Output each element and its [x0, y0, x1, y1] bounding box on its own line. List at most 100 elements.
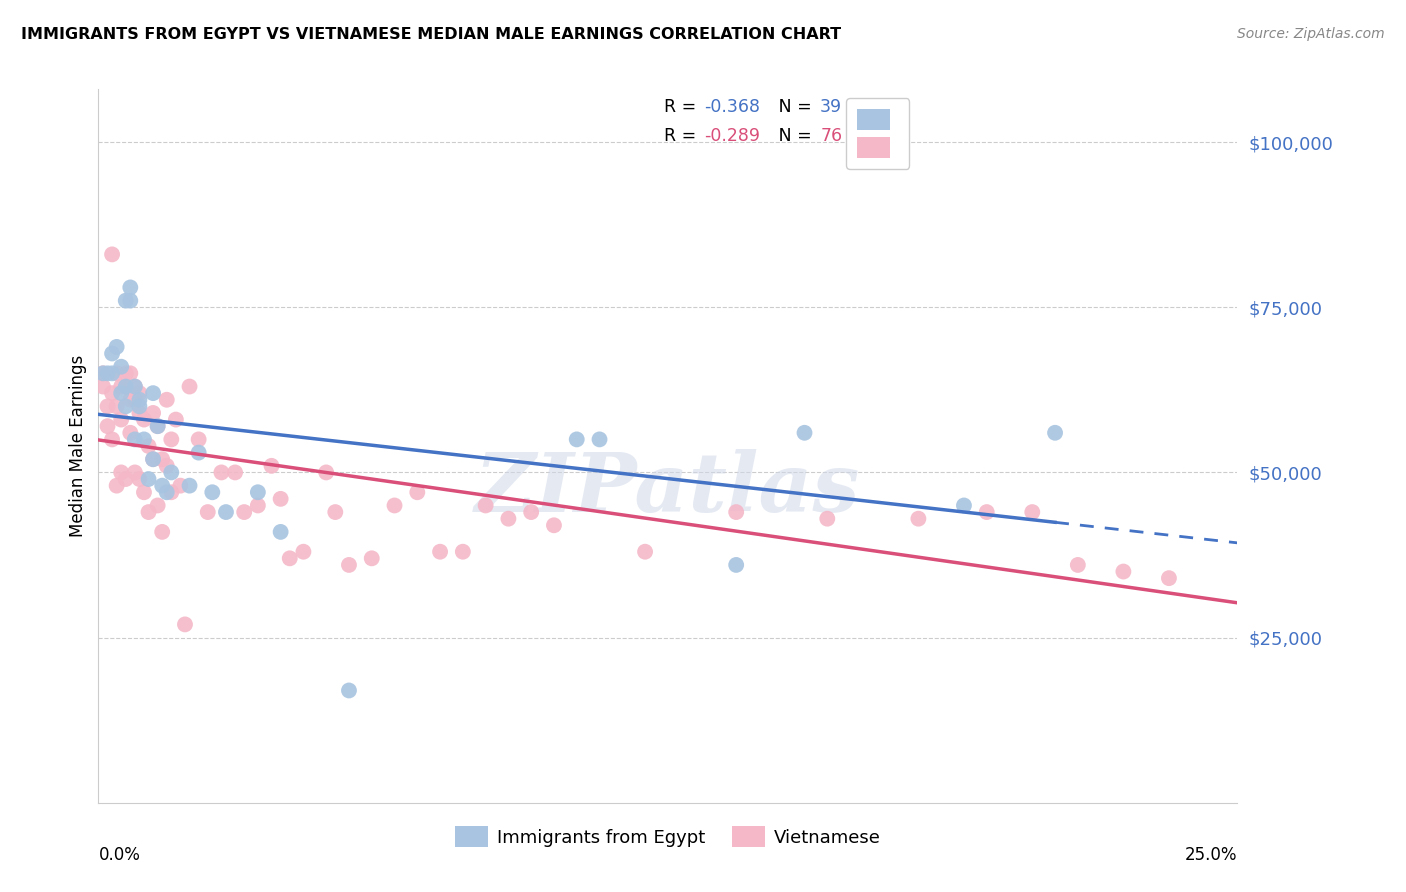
- Point: [156, 392, 179, 407]
- Point: [120, 293, 142, 308]
- Point: [1112, 565, 1135, 579]
- Point: [114, 379, 136, 393]
- Point: [976, 505, 998, 519]
- Point: [150, 524, 173, 539]
- Point: [160, 466, 183, 480]
- Point: [124, 433, 146, 447]
- Point: [634, 545, 657, 559]
- Point: [105, 400, 128, 414]
- Point: [150, 478, 173, 492]
- Point: [270, 524, 292, 539]
- Text: R =: R =: [665, 127, 702, 145]
- Point: [793, 425, 815, 440]
- Point: [907, 511, 929, 525]
- Point: [120, 425, 142, 440]
- Point: [953, 499, 976, 513]
- Text: Source: ZipAtlas.com: Source: ZipAtlas.com: [1237, 27, 1385, 41]
- Text: ZIPatlas: ZIPatlas: [475, 449, 860, 529]
- Point: [406, 485, 429, 500]
- Legend: Immigrants from Egypt, Vietnamese: Immigrants from Egypt, Vietnamese: [444, 815, 891, 858]
- Point: [138, 472, 160, 486]
- Point: [101, 247, 124, 261]
- Point: [260, 458, 283, 473]
- Point: [96, 367, 118, 381]
- Point: [337, 558, 360, 572]
- Point: [114, 400, 136, 414]
- Text: -0.368: -0.368: [704, 98, 759, 116]
- Point: [725, 505, 748, 519]
- Point: [1157, 571, 1180, 585]
- Text: IMMIGRANTS FROM EGYPT VS VIETNAMESE MEDIAN MALE EARNINGS CORRELATION CHART: IMMIGRANTS FROM EGYPT VS VIETNAMESE MEDI…: [21, 27, 841, 42]
- Point: [174, 617, 197, 632]
- Point: [142, 406, 165, 420]
- Point: [142, 452, 165, 467]
- Point: [323, 505, 346, 519]
- Point: [132, 433, 155, 447]
- Point: [120, 392, 142, 407]
- Point: [101, 386, 124, 401]
- Y-axis label: Median Male Earnings: Median Male Earnings: [69, 355, 87, 537]
- Point: [474, 499, 496, 513]
- Point: [128, 406, 150, 420]
- Point: [165, 412, 187, 426]
- Point: [150, 452, 173, 467]
- Point: [105, 340, 128, 354]
- Point: [160, 433, 183, 447]
- Point: [246, 485, 269, 500]
- Point: [179, 379, 201, 393]
- Point: [498, 511, 520, 525]
- Point: [146, 499, 169, 513]
- Point: [101, 433, 124, 447]
- Text: R =: R =: [665, 98, 702, 116]
- Point: [360, 551, 382, 566]
- Point: [114, 367, 136, 381]
- Point: [110, 379, 132, 393]
- Point: [201, 485, 224, 500]
- Point: [146, 419, 169, 434]
- Point: [105, 478, 128, 492]
- Point: [138, 505, 160, 519]
- Point: [725, 558, 748, 572]
- Point: [114, 472, 136, 486]
- Point: [156, 458, 179, 473]
- Point: [815, 511, 838, 525]
- Point: [169, 478, 191, 492]
- Point: [187, 433, 209, 447]
- Point: [110, 412, 132, 426]
- Point: [110, 359, 132, 374]
- Text: 0.0%: 0.0%: [98, 846, 141, 863]
- Point: [114, 379, 136, 393]
- Point: [91, 367, 114, 381]
- Point: [124, 466, 146, 480]
- Point: [124, 379, 146, 393]
- Point: [209, 466, 232, 480]
- Point: [132, 485, 155, 500]
- Point: [1067, 558, 1090, 572]
- Point: [315, 466, 337, 480]
- Point: [101, 346, 124, 360]
- Point: [278, 551, 301, 566]
- Point: [128, 386, 150, 401]
- Point: [128, 400, 150, 414]
- Point: [337, 683, 360, 698]
- Point: [120, 280, 142, 294]
- Point: [114, 293, 136, 308]
- Point: [233, 505, 256, 519]
- Point: [138, 439, 160, 453]
- Point: [1021, 505, 1043, 519]
- Text: N =: N =: [762, 127, 818, 145]
- Point: [124, 392, 146, 407]
- Point: [91, 379, 114, 393]
- Point: [197, 505, 219, 519]
- Point: [224, 466, 246, 480]
- Point: [588, 433, 610, 447]
- Point: [187, 445, 209, 459]
- Point: [96, 419, 118, 434]
- Point: [91, 367, 114, 381]
- Point: [120, 367, 142, 381]
- Point: [128, 392, 150, 407]
- Point: [101, 367, 124, 381]
- Point: [160, 485, 183, 500]
- Point: [520, 505, 543, 519]
- Point: [128, 472, 150, 486]
